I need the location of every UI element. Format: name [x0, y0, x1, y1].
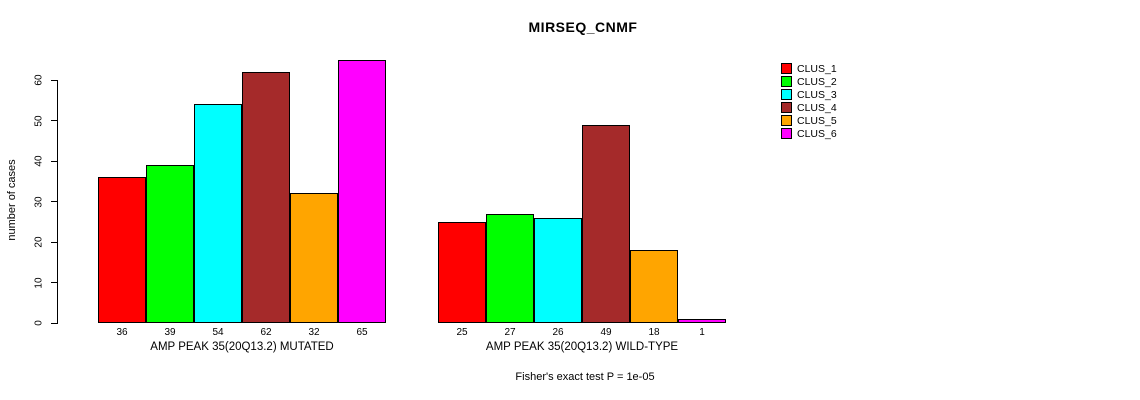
legend: CLUS_1 CLUS_2 CLUS_3 CLUS_4 CLUS_5 CLUS_6 — [781, 62, 837, 140]
bar-clus_6-group1 — [338, 60, 386, 323]
y-tick-mark — [51, 322, 57, 324]
group-label: AMP PEAK 35(20Q13.2) WILD-TYPE — [485, 341, 679, 353]
bar-value-label: 65 — [356, 327, 368, 338]
y-tick-label: 0 — [33, 320, 45, 326]
y-tick-label: 40 — [33, 155, 45, 167]
chart-title: MIRSEQ_CNMF — [528, 19, 638, 35]
bar-clus_2-group1 — [146, 165, 194, 323]
y-tick-mark — [51, 160, 57, 162]
y-axis-title: number of cases — [6, 159, 18, 241]
y-axis-line — [57, 80, 58, 324]
y-tick-label: 20 — [33, 236, 45, 248]
legend-row: CLUS_6 — [781, 127, 837, 140]
bar-clus_1-group2 — [438, 222, 486, 323]
y-tick-mark — [51, 120, 57, 121]
bar-value-label: 1 — [699, 327, 705, 338]
group-label: AMP PEAK 35(20Q13.2) MUTATED — [150, 341, 334, 353]
legend-label: CLUS_4 — [797, 101, 837, 114]
bar-clus_3-group2 — [534, 218, 582, 323]
legend-swatch-icon — [781, 89, 792, 100]
bar-value-label: 39 — [164, 327, 176, 338]
bar-value-label: 25 — [456, 327, 468, 338]
bar-clus_5-group2 — [630, 250, 678, 323]
legend-row: CLUS_2 — [781, 75, 837, 88]
bar-value-label: 32 — [308, 327, 320, 338]
bar-value-label: 49 — [600, 327, 612, 338]
y-tick-label: 50 — [33, 114, 45, 127]
legend-swatch-icon — [781, 76, 792, 87]
bar-clus_5-group1 — [290, 193, 338, 323]
y-tick-label: 30 — [33, 195, 45, 208]
bar-value-label: 18 — [648, 327, 660, 338]
legend-swatch-icon — [781, 102, 792, 113]
y-tick-mark — [51, 282, 57, 283]
legend-label: CLUS_6 — [797, 127, 837, 140]
bar-clus_4-group2 — [582, 125, 630, 323]
bar-clus_2-group2 — [486, 214, 534, 323]
bar-value-label: 36 — [116, 327, 128, 338]
legend-label: CLUS_5 — [797, 114, 837, 127]
bar-value-label: 62 — [260, 327, 272, 338]
bar-value-label: 54 — [212, 327, 224, 338]
legend-row: CLUS_1 — [781, 62, 837, 75]
legend-row: CLUS_4 — [781, 101, 837, 114]
y-tick-mark — [51, 201, 57, 202]
bar-clus_3-group1 — [194, 104, 242, 323]
y-tick-mark — [51, 79, 57, 81]
bar-value-label: 27 — [504, 327, 516, 338]
bar-clus_4-group1 — [242, 72, 290, 323]
legend-swatch-icon — [781, 128, 792, 139]
legend-row: CLUS_3 — [781, 88, 837, 101]
legend-row: CLUS_5 — [781, 114, 837, 127]
y-tick-mark — [51, 241, 57, 243]
legend-label: CLUS_2 — [797, 75, 837, 88]
legend-label: CLUS_1 — [797, 62, 837, 75]
footnote: Fisher's exact test P = 1e-05 — [515, 371, 655, 383]
y-tick-label: 10 — [33, 276, 45, 289]
legend-swatch-icon — [781, 63, 792, 74]
bar-value-label: 26 — [552, 327, 564, 338]
legend-swatch-icon — [781, 115, 792, 126]
y-tick-label: 60 — [33, 74, 45, 86]
legend-label: CLUS_3 — [797, 88, 837, 101]
bar-clus_1-group1 — [98, 177, 146, 323]
bar-clus_6-group2 — [678, 319, 726, 323]
